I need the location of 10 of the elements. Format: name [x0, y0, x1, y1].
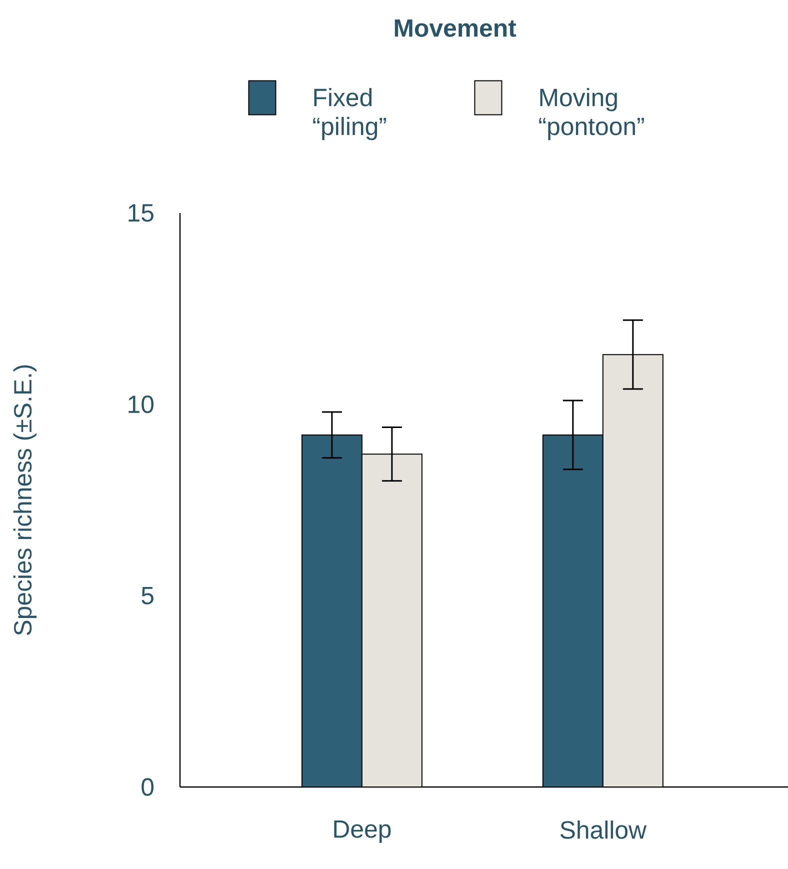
- x-tick-label: Shallow: [560, 820, 647, 839]
- x-tick-label: Deep: [334, 820, 391, 843]
- legend-title: Movement: [394, 19, 516, 37]
- legend-label: Fixed “piling”: [313, 88, 386, 140]
- y-tick-label: 10: [128, 396, 154, 414]
- y-tick-label: 5: [142, 586, 154, 604]
- y-tick-label: 0: [142, 778, 154, 796]
- y-axis-title: Species richness (±S.E.): [13, 365, 37, 636]
- legend-label: Moving “pontoon”: [539, 88, 644, 140]
- y-tick-label: 15: [128, 204, 154, 222]
